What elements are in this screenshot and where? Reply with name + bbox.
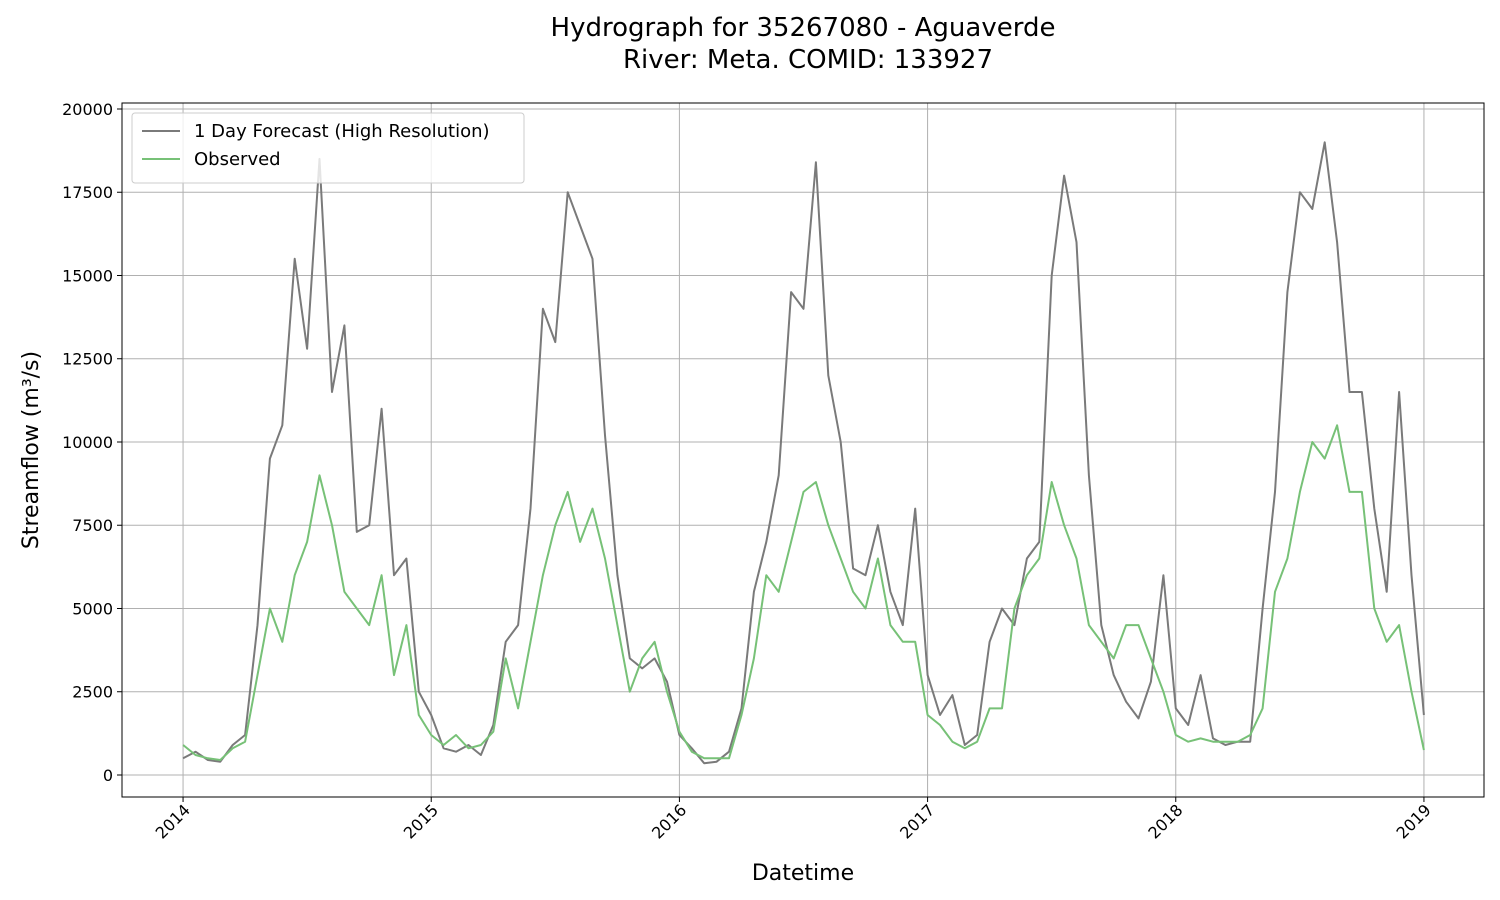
- series-line: [182, 424, 1425, 761]
- legend-label: 1 Day Forecast (High Resolution): [194, 121, 490, 142]
- chart-subtitle: River: Meta. COMID: 133927: [623, 45, 993, 75]
- y-axis-label: Streamflow (m³/s): [19, 351, 44, 549]
- y-tick-label: 5000: [72, 599, 113, 618]
- x-tick-label: 2016: [648, 800, 690, 842]
- x-tick-label: 2014: [152, 800, 194, 842]
- y-tick-label: 15000: [62, 266, 113, 285]
- y-tick-label: 7500: [72, 516, 113, 535]
- y-tick-label: 0: [103, 766, 113, 785]
- legend-label: Observed: [194, 149, 281, 170]
- x-tick-label: 2017: [896, 800, 938, 842]
- x-tick-label: 2018: [1144, 800, 1186, 842]
- x-axis-label: Datetime: [752, 861, 854, 886]
- x-tick-label: 2019: [1393, 800, 1435, 842]
- y-tick-label: 20000: [62, 100, 113, 119]
- y-tick-label: 10000: [62, 433, 113, 452]
- y-tick-label: 12500: [62, 350, 113, 369]
- x-tick-label: 2015: [400, 800, 442, 842]
- plot-frame: [121, 102, 1485, 798]
- legend-box: [131, 112, 525, 184]
- series-line: [182, 141, 1425, 765]
- y-tick-label: 2500: [72, 683, 113, 702]
- chart-title: Hydrograph for 35267080 - Aguaverde: [551, 13, 1056, 43]
- legend: 1 Day Forecast (High Resolution) Observed: [131, 112, 525, 184]
- y-tick-label: 17500: [62, 183, 113, 202]
